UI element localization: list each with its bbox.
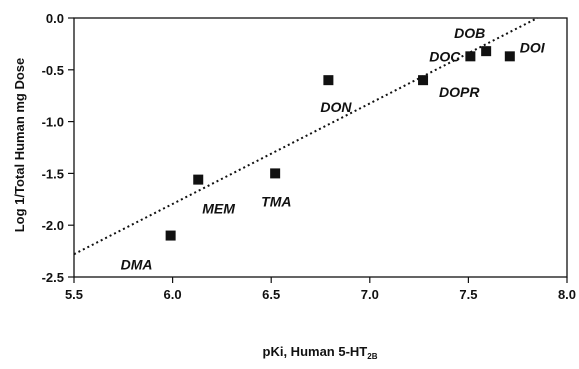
plot-area: 5.5 6.0 6.5 7.0 7.5 8.0 0.0 -0.5 -1.0 -1.5 -2.0 -2.… <box>42 11 576 302</box>
point-label-dob: DOB <box>454 25 485 41</box>
y-tick-label: -2.5 <box>42 270 64 285</box>
data-point-doi <box>504 51 515 62</box>
trendline <box>73 17 538 256</box>
y-tick-label: -2.0 <box>42 218 64 233</box>
data-point-doc <box>465 51 476 62</box>
point-label-doc: DOC <box>429 48 461 64</box>
data-point-mem <box>193 174 204 185</box>
x-tick-label: 7.0 <box>361 287 379 302</box>
x-tick-label: 7.5 <box>459 287 477 302</box>
point-label-dopr: DOPR <box>439 84 480 100</box>
plot-frame <box>73 17 568 278</box>
x-tick-label: 6.5 <box>262 287 280 302</box>
point-label-don: DON <box>320 99 352 115</box>
point-label-mem: MEM <box>202 201 235 217</box>
y-tick-label: -1.5 <box>42 166 64 181</box>
x-tick-label: 6.0 <box>164 287 182 302</box>
x-axis-title: pKi, Human 5-HT2B <box>263 344 378 361</box>
data-point-dopr <box>418 75 429 86</box>
point-label-tma: TMA <box>261 193 291 209</box>
point-label-doi: DOI <box>520 39 546 55</box>
x-axis-title-text: pKi, Human 5-HT <box>263 344 368 359</box>
data-point-dob <box>481 46 492 57</box>
y-axis-title: Log 1/Total Human mg Dose <box>12 58 27 233</box>
point-label-dma: DMA <box>121 257 153 273</box>
y-tick-label: 0.0 <box>46 11 64 26</box>
x-tick-label: 8.0 <box>558 287 576 302</box>
x-axis-title-subscript: 2B <box>367 352 377 361</box>
data-point-tma <box>270 168 281 179</box>
y-tick-label: -1.0 <box>42 115 64 130</box>
y-tick-label: -0.5 <box>42 63 64 78</box>
data-point-don <box>323 75 334 86</box>
x-tick-label: 5.5 <box>65 287 83 302</box>
data-point-dma <box>165 230 176 241</box>
